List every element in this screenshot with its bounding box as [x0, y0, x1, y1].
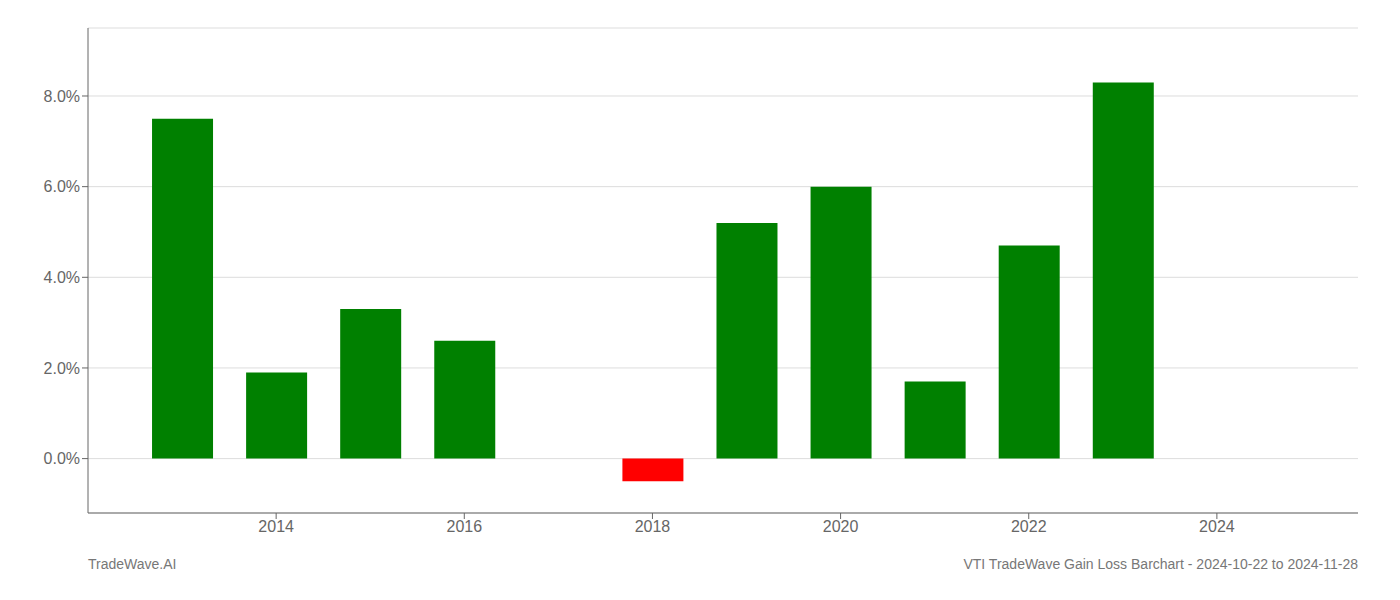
svg-text:2.0%: 2.0%	[44, 360, 80, 377]
svg-text:2016: 2016	[446, 518, 482, 535]
svg-text:2014: 2014	[258, 518, 294, 535]
svg-text:2024: 2024	[1199, 518, 1235, 535]
html-text:TradeWave.AI: TradeWave.AI	[88, 556, 177, 572]
svg-text:2022: 2022	[1011, 518, 1047, 535]
svg-text:2018: 2018	[635, 518, 671, 535]
svg-text:0.0%: 0.0%	[44, 450, 80, 467]
svg-text:8.0%: 8.0%	[44, 88, 80, 105]
svg-text:6.0%: 6.0%	[44, 178, 80, 195]
svg-text:4.0%: 4.0%	[44, 269, 80, 286]
html-text:VTI TradeWave Gain Loss Barcha: VTI TradeWave Gain Loss Barchart - 2024-…	[963, 556, 1358, 572]
svg-text:2020: 2020	[823, 518, 859, 535]
